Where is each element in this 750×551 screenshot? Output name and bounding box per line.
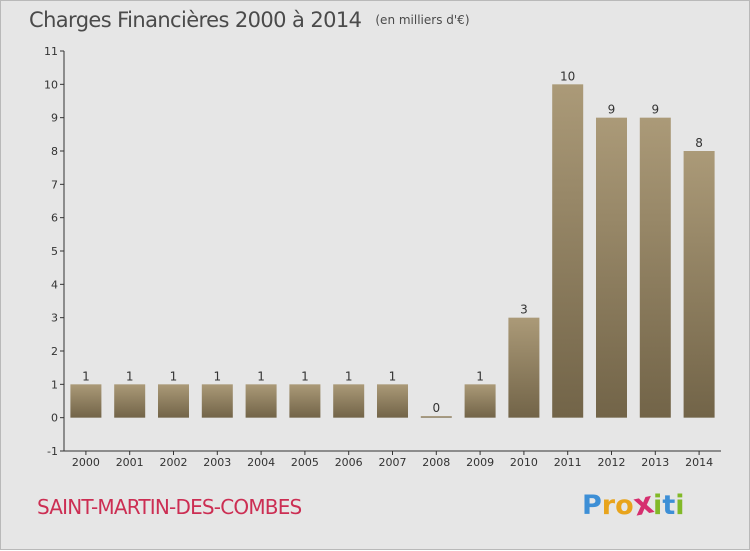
x-tick-label: 2005: [291, 456, 319, 469]
y-tick-label: 4: [51, 278, 58, 291]
data-label: 8: [695, 136, 703, 150]
data-label: 3: [520, 303, 528, 317]
y-tick-label: 10: [44, 78, 58, 91]
data-label: 1: [170, 369, 178, 383]
y-tick-label: 8: [51, 145, 58, 158]
bar[interactable]: [289, 384, 321, 418]
bar[interactable]: [201, 384, 233, 418]
x-tick-label: 2014: [685, 456, 713, 469]
logo-letter: i: [653, 490, 663, 521]
x-tick-label: 2002: [160, 456, 188, 469]
x-tick-label: 2006: [335, 456, 363, 469]
x-tick-label: 2008: [422, 456, 450, 469]
chart-bars: [70, 84, 715, 418]
data-label: 9: [608, 103, 616, 117]
bar[interactable]: [464, 384, 496, 418]
bar[interactable]: [114, 384, 146, 418]
data-label: 1: [82, 369, 90, 383]
data-label: 1: [213, 369, 221, 383]
x-tick-label: 2013: [641, 456, 669, 469]
bar[interactable]: [70, 384, 102, 418]
x-tick-label: 2012: [598, 456, 626, 469]
y-tick-label: 11: [44, 45, 58, 58]
logo-letter: r: [601, 490, 616, 521]
y-tick-label: -1: [47, 445, 58, 458]
bar[interactable]: [158, 384, 189, 418]
bar[interactable]: [596, 117, 627, 418]
logo-letter: o: [615, 490, 634, 521]
y-tick-label: 2: [51, 345, 58, 358]
chart-unit: (en milliers d'€): [375, 13, 470, 27]
x-tick-label: 2000: [72, 456, 100, 469]
logo-letter: P: [582, 490, 602, 521]
y-tick-label: 3: [51, 312, 58, 325]
y-tick-label: 0: [51, 412, 58, 425]
bar[interactable]: [245, 384, 277, 418]
y-tick-label: 7: [51, 178, 58, 191]
bar[interactable]: [333, 384, 365, 418]
data-label: 1: [476, 369, 484, 383]
data-label: 0: [432, 401, 440, 415]
bar[interactable]: [377, 384, 408, 418]
commune-name: SAINT-MARTIN-DES-COMBES: [37, 495, 302, 519]
x-tick-label: 2001: [116, 456, 144, 469]
logo-letter: i: [675, 490, 685, 521]
x-tick-label: 2011: [554, 456, 582, 469]
bar[interactable]: [552, 84, 584, 418]
data-label: 9: [651, 103, 659, 117]
x-tick-label: 2004: [247, 456, 275, 469]
data-label: 1: [301, 369, 309, 383]
chart-title-text: Charges Financières 2000 à 2014: [29, 8, 362, 32]
y-tick-label: 5: [51, 245, 58, 258]
x-tick-label: 2007: [379, 456, 407, 469]
data-label: 1: [389, 369, 397, 383]
x-tick-label: 2009: [466, 456, 494, 469]
data-label: 1: [126, 369, 134, 383]
y-tick-label: 1: [51, 378, 58, 391]
data-label: 10: [560, 69, 575, 83]
data-label: 1: [345, 369, 353, 383]
logo-letter: t: [662, 490, 676, 521]
data-label: 1: [257, 369, 265, 383]
y-tick-label: 9: [51, 112, 58, 125]
proxiti-logo[interactable]: Proxiti: [582, 485, 685, 523]
y-tick-label: 6: [51, 212, 58, 225]
bar[interactable]: [683, 151, 715, 418]
x-tick-label: 2010: [510, 456, 538, 469]
bar[interactable]: [639, 117, 671, 418]
chart-title: Charges Financières 2000 à 2014 (en milli…: [29, 8, 470, 32]
bar[interactable]: [420, 416, 452, 418]
bar[interactable]: [508, 317, 540, 418]
x-tick-label: 2003: [203, 456, 231, 469]
